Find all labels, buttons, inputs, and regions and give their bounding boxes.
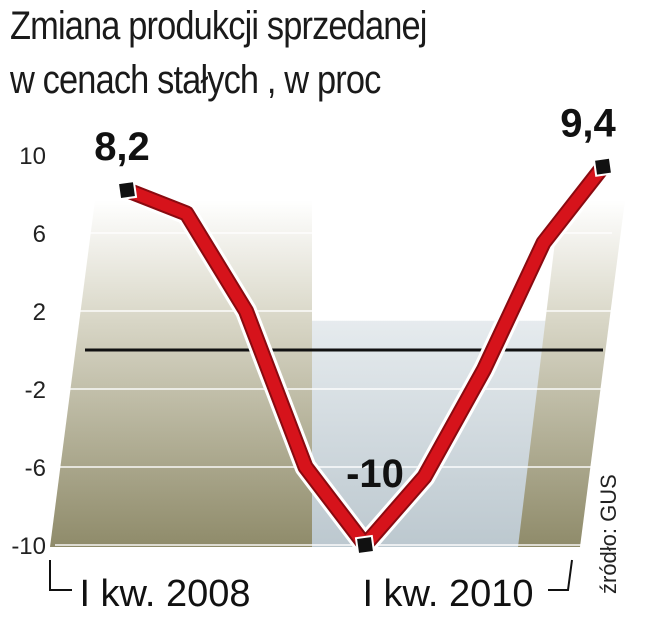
data-labels: 8,2 -10 9,4: [94, 102, 616, 496]
x-axis: I kw. 2008 I kw. 2010: [49, 559, 573, 615]
x-tick-label: I kw. 2010: [362, 573, 533, 615]
y-tick-label: 10: [19, 143, 46, 170]
x-tick-label: I kw. 2008: [79, 573, 250, 615]
data-label: 9,4: [560, 102, 616, 146]
chart-title-line-2: w cenach stałych , w proc: [10, 58, 381, 102]
data-point-marker: [592, 156, 614, 177]
data-point-marker: [354, 534, 376, 556]
markers: [116, 156, 614, 556]
y-tick-label: -10: [11, 533, 46, 560]
y-tick-label: 2: [33, 299, 46, 326]
data-point-marker: [116, 179, 138, 201]
source-note: źródło: GUS: [596, 474, 621, 594]
y-axis: 10 6 2 -2 -6 -10: [11, 143, 46, 560]
chart-title-line-1: Zmiana produkcji sprzedanej: [10, 4, 427, 48]
band-left: [50, 200, 312, 547]
y-tick-label: -2: [25, 377, 46, 404]
x-axis-bracket-left: [49, 560, 72, 591]
data-label: -10: [346, 452, 404, 496]
y-tick-label: 6: [33, 221, 46, 248]
x-axis-bracket-right: [548, 559, 573, 591]
band-right: [518, 200, 625, 547]
data-label: 8,2: [94, 125, 150, 169]
y-tick-label: -6: [25, 455, 46, 482]
